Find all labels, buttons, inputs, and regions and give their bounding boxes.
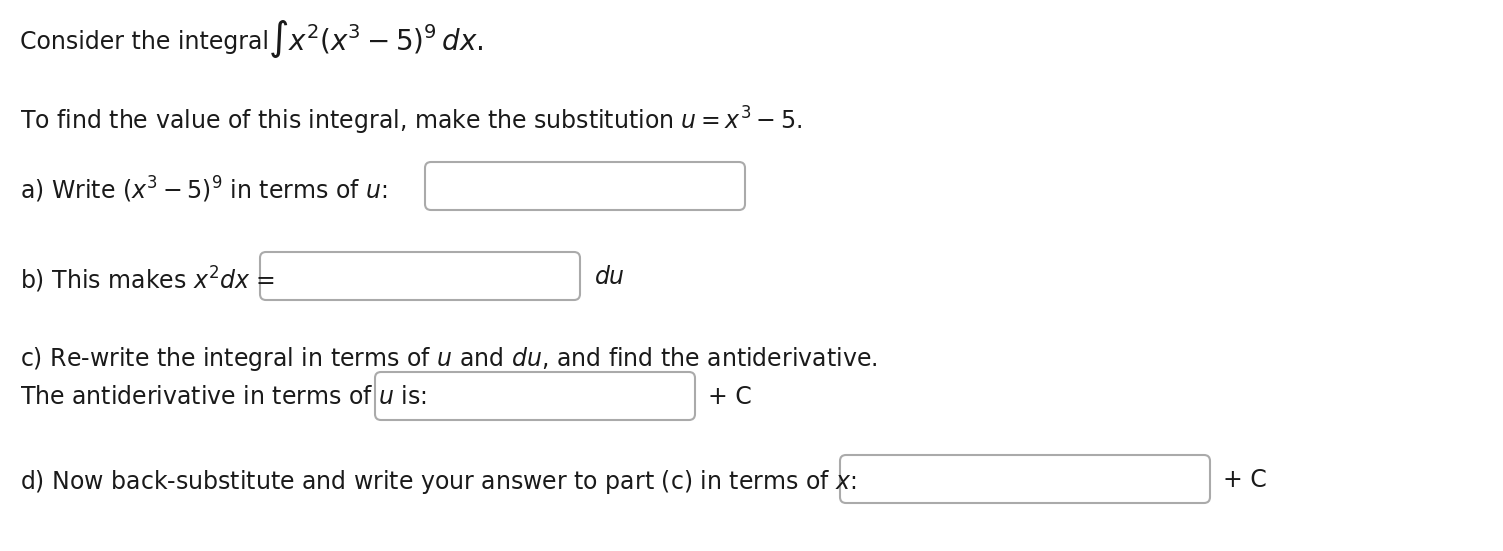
- FancyBboxPatch shape: [840, 455, 1210, 503]
- FancyBboxPatch shape: [260, 252, 580, 300]
- FancyBboxPatch shape: [425, 162, 745, 210]
- Text: a) Write $(x^3 - 5)^9$ in terms of $u$:: a) Write $(x^3 - 5)^9$ in terms of $u$:: [20, 175, 388, 205]
- FancyBboxPatch shape: [376, 372, 694, 420]
- Text: + C: + C: [1223, 468, 1267, 492]
- Text: c) Re-write the integral in terms of $u$ and $du$, and find the antiderivative.: c) Re-write the integral in terms of $u$…: [20, 345, 878, 373]
- Text: $\int x^2(x^3-5)^9\,dx.$: $\int x^2(x^3-5)^9\,dx.$: [268, 18, 484, 60]
- Text: $du$: $du$: [594, 265, 625, 289]
- Text: The antiderivative in terms of $u$ is:: The antiderivative in terms of $u$ is:: [20, 385, 427, 409]
- Text: b) This makes $x^2dx$ =: b) This makes $x^2dx$ =: [20, 265, 275, 295]
- Text: d) Now back-substitute and write your answer to part (c) in terms of $x$:: d) Now back-substitute and write your an…: [20, 468, 857, 496]
- Text: + C: + C: [708, 385, 752, 409]
- Text: Consider the integral: Consider the integral: [20, 30, 269, 54]
- Text: To find the value of this integral, make the substitution $u = x^3 - 5$.: To find the value of this integral, make…: [20, 105, 803, 137]
